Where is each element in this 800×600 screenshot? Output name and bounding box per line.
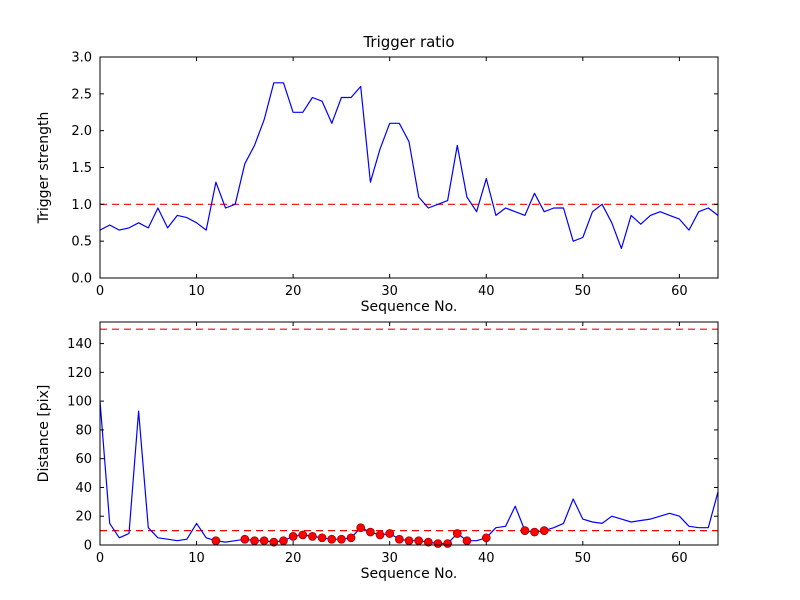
y-tick-label: 0.5: [71, 235, 92, 250]
event-marker: [462, 536, 472, 546]
x-tick-label: 20: [285, 284, 302, 299]
x-tick-label: 10: [188, 284, 205, 299]
event-marker: [269, 537, 279, 547]
chart-title: Trigger ratio: [362, 33, 454, 51]
x-tick-label: 40: [478, 284, 495, 299]
event-marker: [481, 533, 491, 543]
event-marker: [539, 526, 549, 535]
event-marker: [520, 526, 530, 535]
event-marker: [298, 530, 308, 540]
y-tick-label: 1.5: [71, 161, 92, 176]
event-marker: [385, 529, 395, 538]
y-tick-label: 100: [67, 395, 92, 410]
event-marker: [530, 527, 539, 537]
axes-frame: [99, 56, 719, 279]
x-tick-label: 50: [575, 284, 592, 299]
event-marker: [346, 533, 356, 543]
event-marker: [317, 533, 327, 543]
x-axis-label: Sequence No.: [361, 299, 458, 315]
event-marker: [356, 523, 366, 533]
x-tick-label: 60: [671, 284, 688, 299]
event-marker: [433, 539, 443, 548]
x-axis-label: Sequence No.: [361, 566, 458, 582]
event-marker: [279, 536, 288, 546]
event-marker: [240, 534, 250, 544]
event-marker: [337, 534, 346, 544]
event-marker: [414, 536, 424, 546]
x-tick-label: 20: [285, 551, 302, 566]
x-tick-label: 60: [671, 551, 688, 566]
event-marker: [452, 529, 462, 538]
y-tick-label: 0: [84, 539, 92, 554]
y-tick-label: 2.0: [71, 124, 92, 139]
y-tick-label: 80: [75, 423, 92, 438]
x-tick-label: 30: [381, 284, 398, 299]
y-tick-label: 20: [75, 510, 92, 525]
x-tick-label: 0: [96, 551, 104, 566]
event-marker: [423, 537, 433, 547]
y-tick-label: 60: [75, 452, 92, 467]
data-line: [99, 82, 719, 250]
event-marker: [327, 534, 337, 544]
y-tick-label: 40: [75, 481, 92, 496]
y-axis-label: Trigger strength: [36, 112, 52, 225]
y-tick-label: 1.0: [71, 198, 92, 213]
x-tick-label: 50: [575, 551, 592, 566]
event-marker: [404, 536, 414, 546]
event-marker: [259, 536, 269, 546]
x-tick-label: 0: [96, 284, 104, 299]
axes-frame: [99, 321, 719, 546]
y-tick-label: 2.5: [71, 87, 92, 102]
event-marker: [250, 536, 259, 546]
event-marker: [308, 532, 317, 541]
event-marker: [394, 534, 404, 544]
y-axis-label: Distance [pix]: [36, 385, 52, 483]
event-marker: [288, 532, 298, 541]
x-tick-label: 10: [188, 551, 205, 566]
y-tick-label: 3.0: [71, 51, 92, 66]
x-tick-label: 40: [478, 551, 495, 566]
event-marker: [366, 527, 375, 537]
y-tick-label: 0.0: [71, 272, 92, 287]
data-line: [99, 401, 719, 545]
x-tick-label: 30: [381, 551, 398, 566]
y-tick-label: 140: [67, 337, 92, 352]
event-marker: [211, 536, 221, 546]
event-marker: [443, 539, 452, 548]
y-tick-label: 120: [67, 366, 92, 381]
event-marker: [375, 530, 385, 540]
